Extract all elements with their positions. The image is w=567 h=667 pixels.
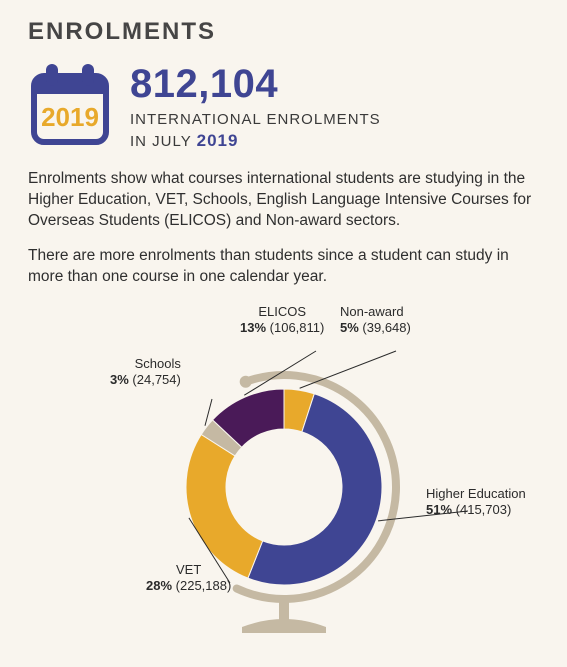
calendar-year-text: 2019 bbox=[41, 102, 99, 132]
label-schools: Schools 3% (24,754) bbox=[110, 356, 181, 389]
hero-text: 812,104 INTERNATIONAL ENROLMENTS IN JULY… bbox=[130, 60, 381, 153]
paragraph-2: There are more enrolments than students … bbox=[28, 246, 539, 288]
label-elicos-pct: 13% bbox=[240, 320, 266, 335]
label-schools-pct: 3% bbox=[110, 372, 129, 387]
label-he-pct: 51% bbox=[426, 502, 452, 517]
hero-number: 812,104 bbox=[130, 64, 381, 104]
label-elicos: ELICOS 13% (106,811) bbox=[240, 304, 324, 337]
label-nonaward-name: Non-award bbox=[340, 304, 411, 320]
label-nonaward-count: (39,648) bbox=[362, 320, 410, 335]
hero-block: 2019 812,104 INTERNATIONAL ENROLMENTS IN… bbox=[28, 60, 539, 153]
hero-sub-prefix: IN JULY bbox=[130, 133, 197, 150]
donut-chart: ELICOS 13% (106,811) Non-award 5% (39,64… bbox=[28, 302, 539, 642]
label-vet-pct: 28% bbox=[146, 578, 172, 593]
hero-subtitle: INTERNATIONAL ENROLMENTS IN JULY 2019 bbox=[130, 110, 381, 153]
label-vet-count: (225,188) bbox=[176, 578, 232, 593]
label-vet-name: VET bbox=[146, 562, 231, 578]
label-he-count: (415,703) bbox=[456, 502, 512, 517]
paragraph-1: Enrolments show what courses internation… bbox=[28, 169, 539, 232]
hero-sub-year: 2019 bbox=[197, 131, 239, 150]
label-he-name: Higher Education bbox=[426, 486, 526, 502]
label-vet: VET 28% (225,188) bbox=[146, 562, 231, 595]
hero-sub-line2: IN JULY 2019 bbox=[130, 130, 381, 153]
page: ENROLMENTS 2019 812,104 INTERNATIONAL EN… bbox=[0, 0, 567, 667]
hero-sub-line1: INTERNATIONAL ENROLMENTS bbox=[130, 110, 381, 130]
calendar-icon: 2019 bbox=[28, 60, 112, 148]
section-title: ENROLMENTS bbox=[28, 18, 539, 46]
label-elicos-count: (106,811) bbox=[270, 320, 325, 335]
label-nonaward: Non-award 5% (39,648) bbox=[340, 304, 411, 337]
label-higher-ed: Higher Education 51% (415,703) bbox=[426, 486, 526, 519]
label-elicos-name: ELICOS bbox=[240, 304, 324, 320]
label-nonaward-pct: 5% bbox=[340, 320, 359, 335]
label-schools-count: (24,754) bbox=[132, 372, 180, 387]
label-schools-name: Schools bbox=[110, 356, 181, 372]
